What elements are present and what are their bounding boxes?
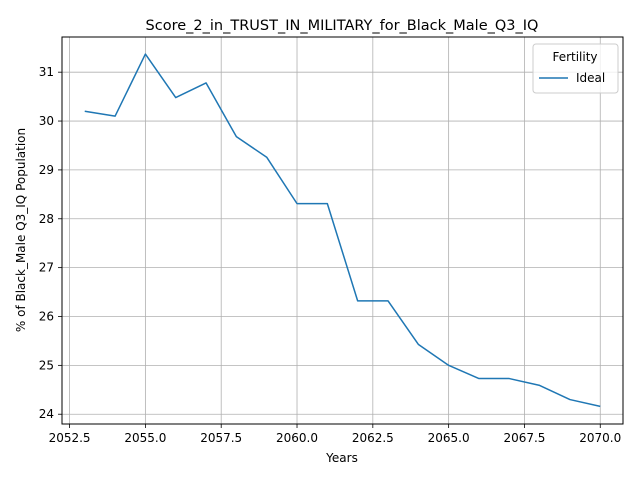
y-tick-label: 31: [39, 65, 54, 79]
legend: Fertility Ideal: [533, 44, 618, 93]
y-tick-label: 27: [39, 261, 54, 275]
y-tick-label: 30: [39, 114, 54, 128]
y-tick-label: 26: [39, 310, 54, 324]
x-tick-label: 2057.5: [200, 431, 242, 445]
legend-title: Fertility: [552, 50, 597, 64]
y-axis-label: % of Black_Male Q3_IQ Population: [14, 128, 28, 332]
y-tick-label: 24: [39, 407, 54, 421]
chart-title: Score_2_in_TRUST_IN_MILITARY_for_Black_M…: [146, 18, 539, 34]
x-tick-label: 2065.0: [428, 431, 470, 445]
x-tick-label: 2052.5: [49, 431, 91, 445]
x-axis-label: Years: [325, 451, 358, 465]
legend-entry-ideal: Ideal: [576, 71, 605, 85]
y-tick-label: 25: [39, 358, 54, 372]
x-tick-label: 2070.0: [579, 431, 621, 445]
x-tick-label: 2060.0: [276, 431, 318, 445]
x-tick-label: 2062.5: [352, 431, 394, 445]
y-tick-label: 28: [39, 212, 54, 226]
x-tick-label: 2067.5: [503, 431, 545, 445]
y-tick-label: 29: [39, 163, 54, 177]
x-tick-label: 2055.0: [124, 431, 166, 445]
